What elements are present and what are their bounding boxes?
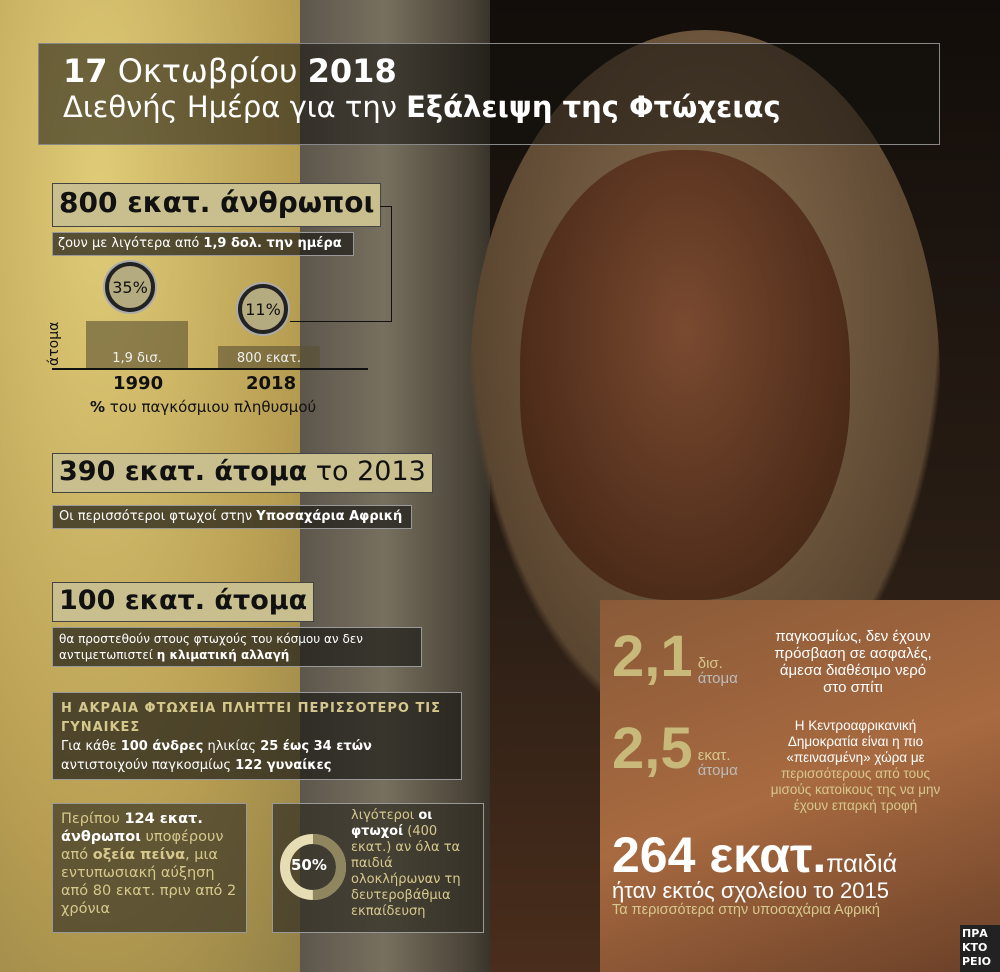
bar-2018: 800 εκατ. <box>218 346 320 368</box>
praktoreio-logo: ΠΡΑ ΚΤΟ ΡΕΙΟ <box>960 925 1000 972</box>
bar-1990: 1,9 δισ. <box>86 321 188 368</box>
stat1-headline: 800 εκατ. άνθρωποι <box>52 183 382 227</box>
y-axis-label: άτομα <box>46 321 62 366</box>
connector-line <box>380 206 392 322</box>
women-box: Η ΑΚΡΑΙΑ ΦΤΩΧΕΙΑ ΠΛΗΤΤΕΙ ΠΕΡΙΣΣΟΤΕΡΟ ΤΙΣ… <box>52 692 462 780</box>
school-stat: 264 εκατ.παιδιά ήταν εκτός σχολείου το 2… <box>612 827 898 918</box>
x-label-1990: 1990 <box>113 373 164 394</box>
percent-2018: 11% <box>238 284 288 334</box>
title-box: 17 Οκτωβρίου 2018 Διεθνής Ημέρα για την … <box>38 43 940 145</box>
chart-caption: % του παγκόσμιου πληθυσμού <box>90 398 317 416</box>
stat3-sub: θα προστεθούν στους φτωχούς του κόσμου α… <box>52 627 422 667</box>
x-label-2018: 2018 <box>246 373 297 394</box>
car-text: Η Κεντροαφρικανική Δημοκρατία είναι η πι… <box>770 718 941 813</box>
stat2-sub: Οι περισσότεροι φτωχοί στην Υποσαχάρια Α… <box>52 505 412 529</box>
water-stat: 2,1 δισ. άτομα <box>612 624 738 689</box>
stat1-sub: ζουν με λιγότερα από 1,9 δολ. την ημέρα <box>52 232 354 256</box>
education-text: λιγότεροι οι φτωχοί (400 εκατ.) αν όλα τ… <box>351 808 461 919</box>
education-percent: 50% <box>291 856 327 874</box>
title-date: 17 Οκτωβρίου 2018 <box>63 52 397 90</box>
title-subtitle: Διεθνής Ημέρα για την Εξάλειψη της Φτώχε… <box>63 90 781 124</box>
water-text: παγκοσμίως, δεν έχουν πρόσβαση σε ασφαλέ… <box>774 628 932 696</box>
stat2-headline: 390 εκατ. άτομα το 2013 <box>52 453 433 493</box>
car-stat: 2,5 εκατ. άτομα <box>612 716 738 781</box>
hunger-box: Περίπου 124 εκατ. άνθρωποι υποφέρουν από… <box>52 803 247 933</box>
education-donut <box>280 834 346 900</box>
percent-1990: 35% <box>105 262 155 312</box>
stat3-headline: 100 εκατ. άτομα <box>52 582 315 622</box>
donut-segment <box>280 834 346 900</box>
education-box: 50% λιγότεροι οι φτωχοί (400 εκατ.) αν ό… <box>272 803 484 933</box>
